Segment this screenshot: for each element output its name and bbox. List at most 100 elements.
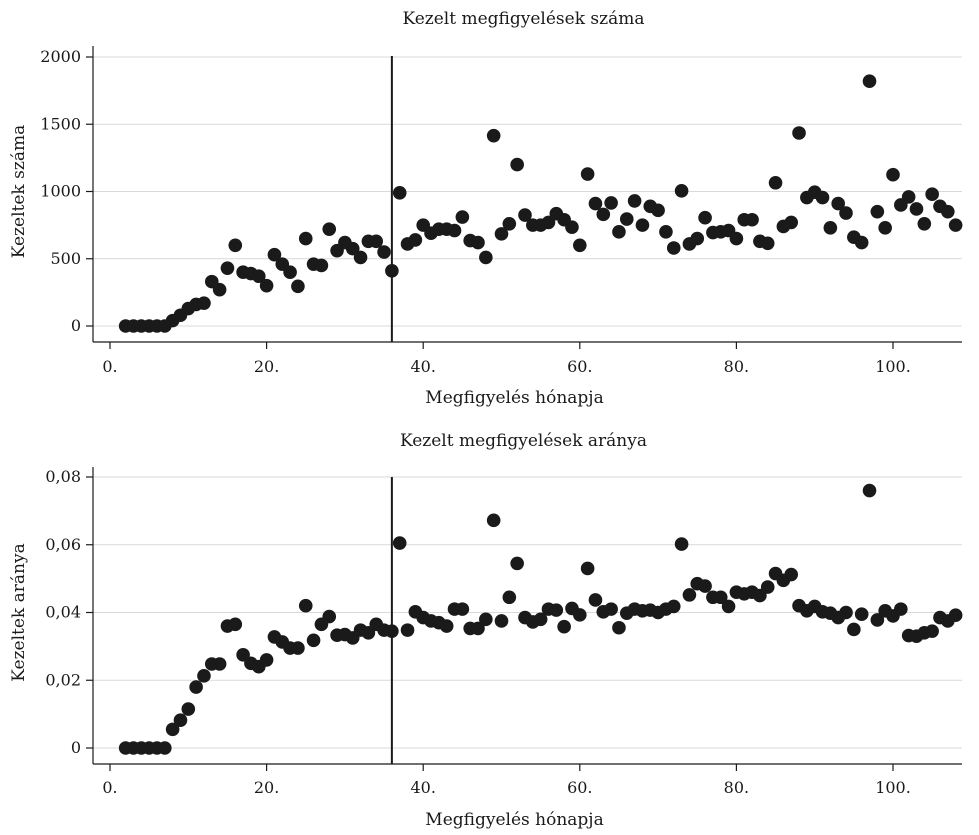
panel-treated-count: 0 500 1000 1500 2000 0. 20. 40. 60. 80. 100. Kezelt…: [9, 9, 963, 408]
data-point: [228, 617, 243, 632]
data-point: [518, 208, 532, 222]
data-point: [353, 250, 368, 265]
data-point: [471, 235, 485, 250]
data-point: [854, 607, 869, 621]
data-point: [580, 167, 595, 181]
data-point: [588, 593, 603, 607]
data-point: [792, 126, 806, 140]
y-tick-label: 0: [71, 738, 81, 757]
data-point: [713, 590, 728, 605]
data-point: [283, 265, 297, 280]
data-point: [854, 235, 869, 250]
data-point: [291, 279, 305, 294]
data-point: [729, 231, 744, 246]
x-tick-label: 20.: [254, 357, 279, 376]
chart-title: Kezelt megfigyelések aránya: [400, 431, 647, 451]
data-point: [314, 258, 329, 273]
data-point: [596, 207, 611, 222]
data-point: [768, 175, 783, 190]
data-point: [760, 236, 775, 251]
data-point: [627, 194, 642, 208]
data-point: [870, 204, 885, 219]
data-point: [941, 204, 955, 219]
data-point: [173, 713, 188, 728]
data-point: [925, 187, 939, 201]
data-point: [479, 612, 493, 627]
data-point: [666, 241, 681, 255]
y-tick-label: 0: [71, 316, 81, 335]
data-point: [721, 599, 736, 614]
data-point: [612, 225, 626, 239]
data-point: [549, 603, 564, 617]
data-point: [948, 608, 963, 623]
data-point: [682, 588, 697, 602]
data-point: [408, 233, 423, 247]
data-point: [471, 621, 485, 636]
y-tick-label: 1000: [40, 182, 81, 201]
data-point: [345, 241, 360, 256]
data-point: [322, 222, 337, 236]
data-point: [322, 609, 337, 624]
x-tick-label: 60.: [567, 778, 592, 797]
data-point: [197, 669, 211, 683]
data-point: [674, 184, 689, 198]
data-point: [878, 221, 892, 235]
data-point: [573, 608, 587, 622]
data-point: [909, 202, 924, 216]
data-point: [659, 225, 673, 239]
y-tick-label: 0,02: [45, 670, 81, 689]
data-point: [291, 641, 305, 655]
data-point: [690, 231, 705, 246]
data-point: [251, 269, 266, 284]
data-point: [197, 296, 211, 310]
data-point: [510, 556, 524, 571]
data-point: [565, 220, 579, 234]
data-point: [784, 567, 799, 582]
data-point: [573, 238, 587, 253]
x-tick-label: 40.: [410, 357, 435, 376]
data-point: [212, 657, 227, 671]
data-point: [439, 619, 454, 633]
data-point: [502, 590, 517, 605]
x-tick-label: 40.: [410, 778, 435, 797]
data-point: [604, 602, 618, 616]
x-tick-label: 0.: [102, 357, 117, 376]
data-point: [760, 580, 775, 594]
data-point: [839, 206, 853, 220]
data-point: [486, 513, 501, 528]
data-point: [541, 215, 556, 230]
data-point: [894, 602, 908, 616]
data-point: [635, 218, 650, 232]
data-point: [455, 210, 470, 224]
data-point: [392, 186, 407, 200]
data-point: [494, 227, 509, 241]
x-axis-label: Megfigyelés hónapja: [425, 388, 603, 408]
data-point: [392, 536, 407, 550]
data-point: [181, 702, 196, 716]
data-point: [745, 212, 759, 227]
data-point: [165, 722, 180, 737]
data-point: [839, 605, 853, 620]
data-point: [298, 598, 313, 613]
x-tick-label: 80.: [724, 778, 749, 797]
data-point: [455, 602, 470, 616]
data-point: [925, 624, 939, 638]
data-point: [479, 250, 493, 265]
data-point: [862, 483, 877, 498]
y-tick-label: 0,06: [45, 535, 81, 554]
data-point: [862, 74, 877, 89]
chart-title: Kezelt megfigyelések száma: [402, 9, 644, 29]
data-point: [588, 196, 603, 211]
x-axis-label: Megfigyelés hónapja: [425, 810, 603, 830]
data-point: [815, 190, 830, 205]
data-point: [447, 223, 462, 238]
data-point: [917, 216, 932, 231]
y-tick-label: 0,08: [45, 467, 81, 486]
data-point: [948, 218, 963, 232]
data-point: [377, 245, 391, 259]
data-point: [220, 261, 235, 275]
data-point: [298, 231, 313, 246]
data-point: [557, 619, 571, 634]
data-point: [259, 653, 274, 667]
